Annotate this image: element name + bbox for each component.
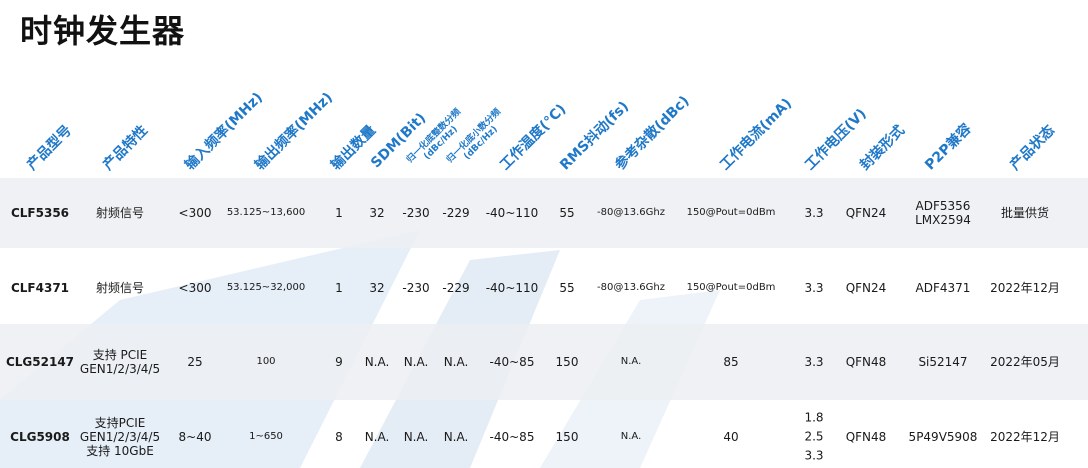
- cell-line: ADF5356: [915, 199, 971, 213]
- table-cell-feature: 支持PCIE GEN1/2/3/4/5 支持 10GbE: [80, 416, 160, 458]
- table-cell-frac-floor: -229: [442, 206, 470, 220]
- table-cell-p2p: 5P49V5908: [909, 430, 978, 444]
- cell-line: 3.3: [804, 448, 824, 463]
- column-header: 输出数量: [328, 122, 380, 174]
- table-cell-package: QFN24: [845, 206, 887, 220]
- cell-line: 3.3: [804, 206, 824, 220]
- table-cell-status: 2022年12月: [990, 430, 1060, 444]
- table-cell-rms: 55: [559, 206, 575, 220]
- table-cell-rms: 55: [559, 281, 575, 295]
- table-cell-current: 85: [723, 355, 739, 369]
- table-cell-out-count: 1: [335, 281, 343, 295]
- cell-line: 支持 10GbE: [86, 444, 154, 458]
- table-cell-out-count: 9: [335, 355, 343, 369]
- cell-line: 3.3: [804, 355, 824, 369]
- cell-line: 支持PCIE: [94, 416, 146, 430]
- table-cell-feature: 射频信号: [96, 206, 144, 220]
- table-cell-spur: -80@13.6Ghz: [597, 282, 665, 293]
- table-cell-temp: -40~110: [485, 281, 539, 295]
- table-cell-rms: 150: [555, 430, 579, 444]
- table-cell-sdm: N.A.: [364, 430, 390, 444]
- table-cell-frac-floor: N.A.: [443, 430, 469, 444]
- table-cell-model: CLF5356: [10, 206, 70, 220]
- cell-line: Si52147: [918, 355, 968, 369]
- cell-line: 5P49V5908: [908, 430, 978, 444]
- column-header: 封装形式: [857, 122, 909, 174]
- table-cell-status: 批量供货: [1000, 206, 1050, 220]
- table-cell-model: CLG52147: [5, 355, 75, 369]
- table-cell-p2p: ADF5356 LMX2594: [915, 199, 971, 227]
- table-cell-voltage: 3.3: [804, 281, 823, 295]
- table-cell-voltage: 1.8 2.5 3.3: [804, 409, 823, 466]
- table-cell-frac-floor: -229: [442, 281, 470, 295]
- table-cell-rms: 150: [555, 355, 579, 369]
- table-cell-int-floor: -230: [402, 206, 430, 220]
- table-cell-in-freq: <300: [178, 206, 212, 220]
- table-cell-feature: 支持 PCIE GEN1/2/3/4/5: [80, 348, 160, 376]
- table-cell-feature: 射频信号: [96, 281, 144, 295]
- table-cell-current: 150@Pout=0dBm: [686, 207, 776, 218]
- table-cell-out-count: 8: [335, 430, 343, 444]
- table-cell-voltage: 3.3: [804, 206, 823, 220]
- row-band: [0, 324, 1088, 400]
- column-header: 产品状态: [1007, 122, 1059, 174]
- table-cell-in-freq: <300: [178, 281, 212, 295]
- column-header: P2P兼容: [922, 120, 975, 174]
- table-cell-spur: N.A.: [620, 356, 642, 367]
- column-header: 产品型号: [24, 122, 76, 174]
- table-cell-int-floor: -230: [402, 281, 430, 295]
- table-cell-temp: -40~85: [489, 430, 535, 444]
- cell-line: 3.3: [804, 281, 824, 295]
- table-cell-out-freq: 1~650: [249, 431, 283, 442]
- table-cell-temp: -40~85: [489, 355, 535, 369]
- table-cell-temp: -40~110: [485, 206, 539, 220]
- cell-line: GEN1/2/3/4/5: [79, 362, 161, 376]
- table-cell-p2p: ADF4371: [916, 281, 971, 295]
- cell-line: GEN1/2/3/4/5: [79, 430, 161, 444]
- page-title: 时钟发生器: [20, 12, 186, 50]
- table-cell-in-freq: 8~40: [178, 430, 212, 444]
- table-cell-package: QFN24: [845, 281, 887, 295]
- table-cell-model: CLF4371: [10, 281, 70, 295]
- column-header: 工作电流(mA): [717, 95, 796, 174]
- table-cell-sdm: 32: [369, 281, 385, 295]
- cell-line: 射频信号: [95, 206, 145, 220]
- table-cell-frac-floor: N.A.: [443, 355, 469, 369]
- table-cell-out-count: 1: [335, 206, 343, 220]
- table-cell-sdm: N.A.: [364, 355, 390, 369]
- row-band: [0, 178, 1088, 248]
- cell-line: 2.5: [804, 429, 824, 444]
- cell-line: 支持 PCIE: [92, 348, 148, 362]
- table-cell-out-freq: 100: [256, 356, 276, 367]
- table-cell-int-floor: N.A.: [403, 430, 429, 444]
- cell-line: LMX2594: [915, 213, 971, 227]
- table-cell-current: 40: [723, 430, 739, 444]
- table-cell-status: 2022年05月: [990, 355, 1060, 369]
- table-cell-out-freq: 53.125~32,000: [226, 282, 306, 293]
- table-cell-spur: N.A.: [620, 431, 642, 442]
- table-cell-voltage: 3.3: [804, 355, 823, 369]
- column-header: 产品特性: [100, 122, 152, 174]
- table-cell-current: 150@Pout=0dBm: [686, 282, 776, 293]
- cell-line: 1.8: [804, 410, 824, 425]
- table-cell-status: 2022年12月: [990, 281, 1060, 295]
- table-cell-out-freq: 53.125~13,600: [226, 207, 306, 218]
- table-cell-package: QFN48: [845, 430, 887, 444]
- table-cell-package: QFN48: [845, 355, 887, 369]
- table-cell-model: CLG5908: [10, 430, 70, 444]
- table-cell-int-floor: N.A.: [403, 355, 429, 369]
- table-cell-p2p: Si52147: [918, 355, 967, 369]
- cell-line: 射频信号: [95, 281, 145, 295]
- cell-line: ADF4371: [915, 281, 971, 295]
- table-cell-in-freq: 25: [187, 355, 203, 369]
- table-cell-spur: -80@13.6Ghz: [597, 207, 665, 218]
- table-cell-sdm: 32: [369, 206, 385, 220]
